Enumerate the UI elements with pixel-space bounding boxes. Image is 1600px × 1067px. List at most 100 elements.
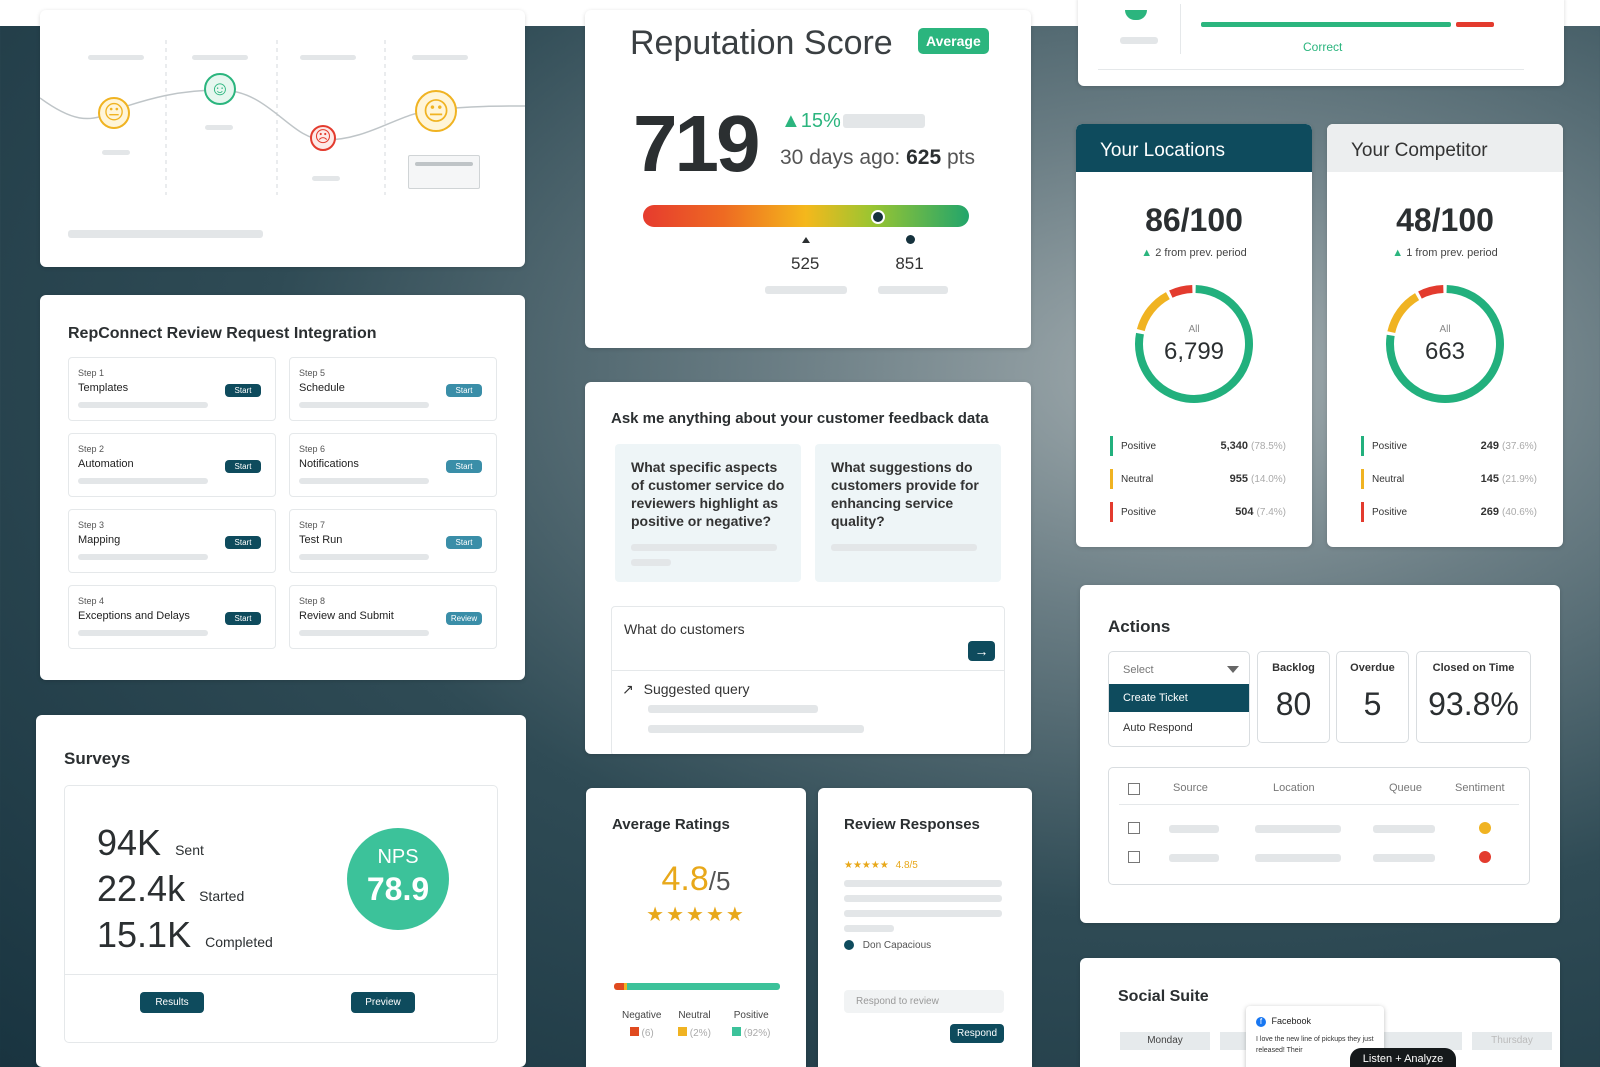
- select-placeholder: Select: [1123, 664, 1154, 676]
- step-start-button[interactable]: Review: [446, 612, 482, 625]
- step-start-button[interactable]: Start: [225, 460, 261, 473]
- reputation-gauge: [643, 205, 969, 227]
- preview-button[interactable]: Preview: [351, 992, 415, 1013]
- gauge-low-marker: [802, 237, 810, 243]
- listen-analyze-button[interactable]: Listen + Analyze: [1350, 1048, 1456, 1067]
- sad-face-icon: ☹: [310, 125, 336, 151]
- pos-label: Positive: [733, 1010, 769, 1021]
- step-number: Step 4: [78, 596, 105, 606]
- nps-badge: NPS 78.9: [347, 828, 449, 930]
- results-button[interactable]: Results: [140, 992, 204, 1013]
- trending-icon: ↗: [622, 681, 634, 697]
- gauge-low-label: 525: [791, 254, 820, 273]
- step-card: Step 5 Schedule Start: [289, 357, 497, 421]
- step-number: Step 3: [78, 520, 105, 530]
- legend-bar: [1361, 436, 1364, 456]
- stat-overdue: Overdue 5: [1336, 651, 1409, 743]
- respond-button[interactable]: Respond: [950, 1024, 1004, 1043]
- competitor-all-value: 663: [1424, 338, 1466, 365]
- legend-row: Positive 269 (40.6%): [1361, 502, 1537, 522]
- step-card: Step 8 Review and Submit Review: [289, 585, 497, 649]
- step-label: Test Run: [299, 534, 343, 546]
- legend-row: Neutral 145 (21.9%): [1361, 469, 1537, 489]
- review-rating: 4.8/5: [895, 860, 918, 871]
- reputation-badge: Average: [918, 28, 989, 54]
- pos-swatch: [732, 1027, 741, 1036]
- step-start-button[interactable]: Start: [446, 536, 482, 549]
- stat-overdue-value: 5: [1363, 686, 1382, 722]
- col-source: Source: [1173, 782, 1208, 794]
- neutral-face-large-icon: 😐: [415, 90, 457, 132]
- neu-pct: (2%): [689, 1028, 711, 1039]
- sent-value: 94K: [97, 822, 162, 863]
- locations-score: 86/100: [1145, 202, 1243, 238]
- sentiment-trend-chart: [40, 40, 525, 195]
- neutral-face-icon: 😐: [98, 97, 130, 129]
- table-row[interactable]: [1109, 845, 1529, 869]
- legend-pct: (7.4%): [1256, 506, 1286, 518]
- step-label: Notifications: [299, 458, 359, 470]
- step-start-button[interactable]: Start: [225, 612, 261, 625]
- neg-swatch: [629, 1027, 639, 1036]
- legend-value: 269: [1480, 506, 1499, 518]
- stat-backlog-label: Backlog: [1272, 662, 1315, 674]
- correct-card: Correct: [1078, 0, 1564, 86]
- row-checkbox[interactable]: [1128, 851, 1140, 863]
- locations-title: Your Locations: [1100, 140, 1226, 161]
- legend-value: 145: [1480, 473, 1499, 485]
- step-number: Step 2: [78, 444, 105, 454]
- legend-label: Neutral: [1121, 473, 1154, 485]
- step-label: Automation: [78, 458, 134, 470]
- day-thursday: Thursday: [1472, 1032, 1552, 1050]
- suggestion-card-1[interactable]: What specific aspects of customer servic…: [615, 444, 801, 582]
- sent-label: Sent: [175, 842, 204, 858]
- table-row[interactable]: [1109, 816, 1529, 840]
- review-responses-title: Review Responses: [844, 816, 980, 833]
- legend-bar: [1110, 436, 1113, 456]
- legend-label: Positive: [1372, 506, 1408, 518]
- neu-swatch: [678, 1027, 687, 1036]
- delta-up-icon: ▲: [1141, 247, 1153, 259]
- action-select[interactable]: Select Create Ticket Auto Respond: [1108, 651, 1250, 747]
- legend-label: Positive: [1121, 440, 1157, 452]
- day-monday: Monday: [1120, 1032, 1210, 1050]
- rating-stars-icon: ★★★★★: [646, 904, 746, 926]
- facebook-post-text: I love the new line of pickups they just…: [1256, 1036, 1374, 1054]
- ask-card: Ask me anything about your customer feed…: [585, 382, 1031, 754]
- query-input[interactable]: What do customers: [624, 621, 745, 637]
- delta-up-icon: ▲: [1392, 247, 1404, 259]
- started-label: Started: [199, 888, 245, 904]
- locations-card: Your Locations 86/100 ▲ 2 from prev. per…: [1076, 124, 1312, 547]
- locations-all-value: 6,799: [1163, 338, 1225, 365]
- legend-value: 955: [1229, 473, 1248, 485]
- step-start-button[interactable]: Start: [446, 460, 482, 473]
- response-input[interactable]: Respond to review: [844, 990, 1004, 1013]
- legend-pct: (37.6%): [1501, 440, 1537, 452]
- suggestion-card-2[interactable]: What suggestions do customers provide fo…: [815, 444, 1001, 582]
- started-value: 22.4k: [97, 868, 186, 909]
- reputation-title: Reputation Score: [630, 24, 893, 62]
- step-start-button[interactable]: Start: [225, 536, 261, 549]
- stat-backlog: Backlog 80: [1257, 651, 1330, 743]
- submit-arrow-button[interactable]: →: [968, 641, 995, 661]
- neg-pct: (6): [641, 1028, 654, 1039]
- legend-value: 504: [1235, 506, 1254, 518]
- step-start-button[interactable]: Start: [446, 384, 482, 397]
- legend-bar: [1361, 469, 1364, 489]
- competitor-title: Your Competitor: [1351, 140, 1488, 161]
- menu-item-auto-respond[interactable]: Auto Respond: [1123, 722, 1193, 734]
- select-all-checkbox[interactable]: [1128, 783, 1140, 795]
- step-card: Step 4 Exceptions and Delays Start: [68, 585, 276, 649]
- step-number: Step 6: [299, 444, 326, 454]
- neg-label: Negative: [622, 1010, 662, 1021]
- legend-pct: (14.0%): [1250, 473, 1286, 485]
- menu-item-create-ticket[interactable]: Create Ticket: [1109, 684, 1249, 712]
- step-start-button[interactable]: Start: [225, 384, 261, 397]
- legend-row: Positive 504 (7.4%): [1110, 502, 1286, 522]
- row-checkbox[interactable]: [1128, 822, 1140, 834]
- actions-card: Actions Select Create Ticket Auto Respon…: [1080, 585, 1560, 923]
- step-card: Step 7 Test Run Start: [289, 509, 497, 573]
- avg-rating-value: 4.8: [661, 860, 709, 898]
- competitor-score: 48/100: [1396, 202, 1494, 238]
- legend-row: Positive 5,340 (78.5%): [1110, 436, 1286, 456]
